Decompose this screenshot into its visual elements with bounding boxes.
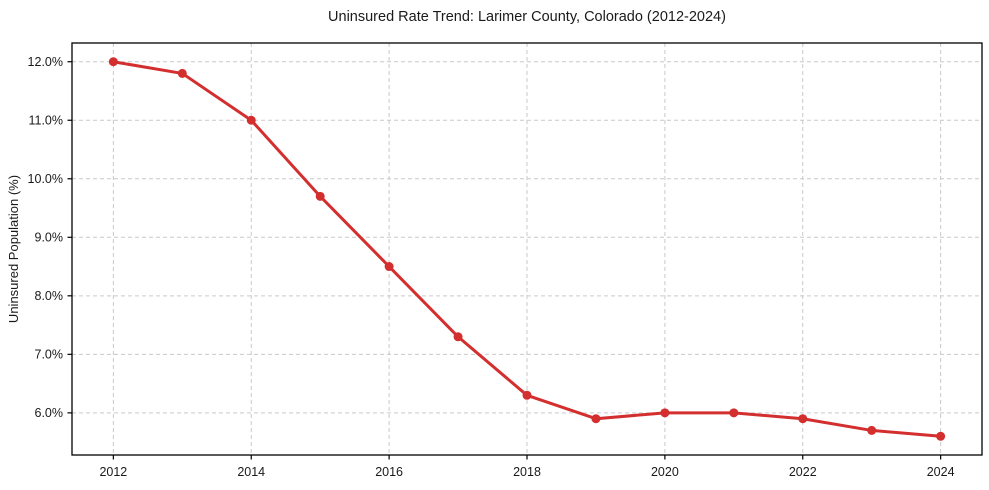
y-tick-label: 9.0% (35, 231, 64, 245)
plot-frame (71, 42, 983, 456)
x-tick-label: 2012 (99, 465, 127, 479)
data-point (867, 425, 877, 435)
data-point (246, 115, 256, 125)
data-point (177, 68, 187, 78)
x-tick-label: 2024 (927, 465, 955, 479)
tick-layer: 6.0% 7.0% 8.0% 9.0% 10.0% 11.0% 12.0% 2012 2014 2… (28, 55, 955, 479)
data-point (315, 191, 325, 201)
y-tick-label: 11.0% (28, 114, 63, 128)
data-point (591, 414, 601, 424)
data-point (660, 408, 670, 418)
data-point (453, 332, 463, 342)
y-tick-label: 6.0% (35, 406, 64, 420)
x-tick-label: 2014 (237, 465, 265, 479)
data-point (798, 414, 808, 424)
y-tick-label: 10.0% (28, 172, 63, 186)
chart-title: Uninsured Rate Trend: Larimer County, Co… (328, 9, 726, 25)
x-tick-label: 2022 (789, 465, 817, 479)
y-axis-label: Uninsured Population (%) (6, 175, 21, 323)
series-layer (108, 57, 946, 441)
x-tick-label: 2020 (651, 465, 679, 479)
data-point (522, 390, 532, 400)
data-point (108, 57, 118, 67)
y-tick-label: 12.0% (28, 55, 63, 69)
y-tick-label: 8.0% (35, 289, 64, 303)
grid-layer (72, 43, 982, 455)
x-tick-label: 2018 (513, 465, 541, 479)
data-point (936, 431, 946, 441)
x-tick-label: 2016 (375, 465, 403, 479)
data-point (729, 408, 739, 418)
y-tick-label: 7.0% (35, 348, 64, 362)
data-point (384, 262, 394, 272)
